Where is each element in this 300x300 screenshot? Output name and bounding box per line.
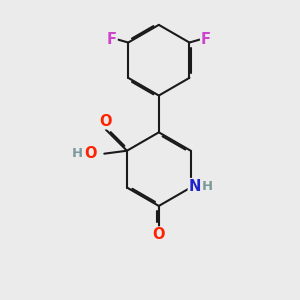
Text: H: H <box>71 147 82 160</box>
Text: F: F <box>107 32 117 47</box>
Text: O: O <box>153 227 165 242</box>
Text: O: O <box>99 114 111 129</box>
Text: F: F <box>201 32 211 47</box>
Text: N: N <box>188 178 201 194</box>
Text: H: H <box>201 180 212 193</box>
Text: O: O <box>85 146 97 160</box>
